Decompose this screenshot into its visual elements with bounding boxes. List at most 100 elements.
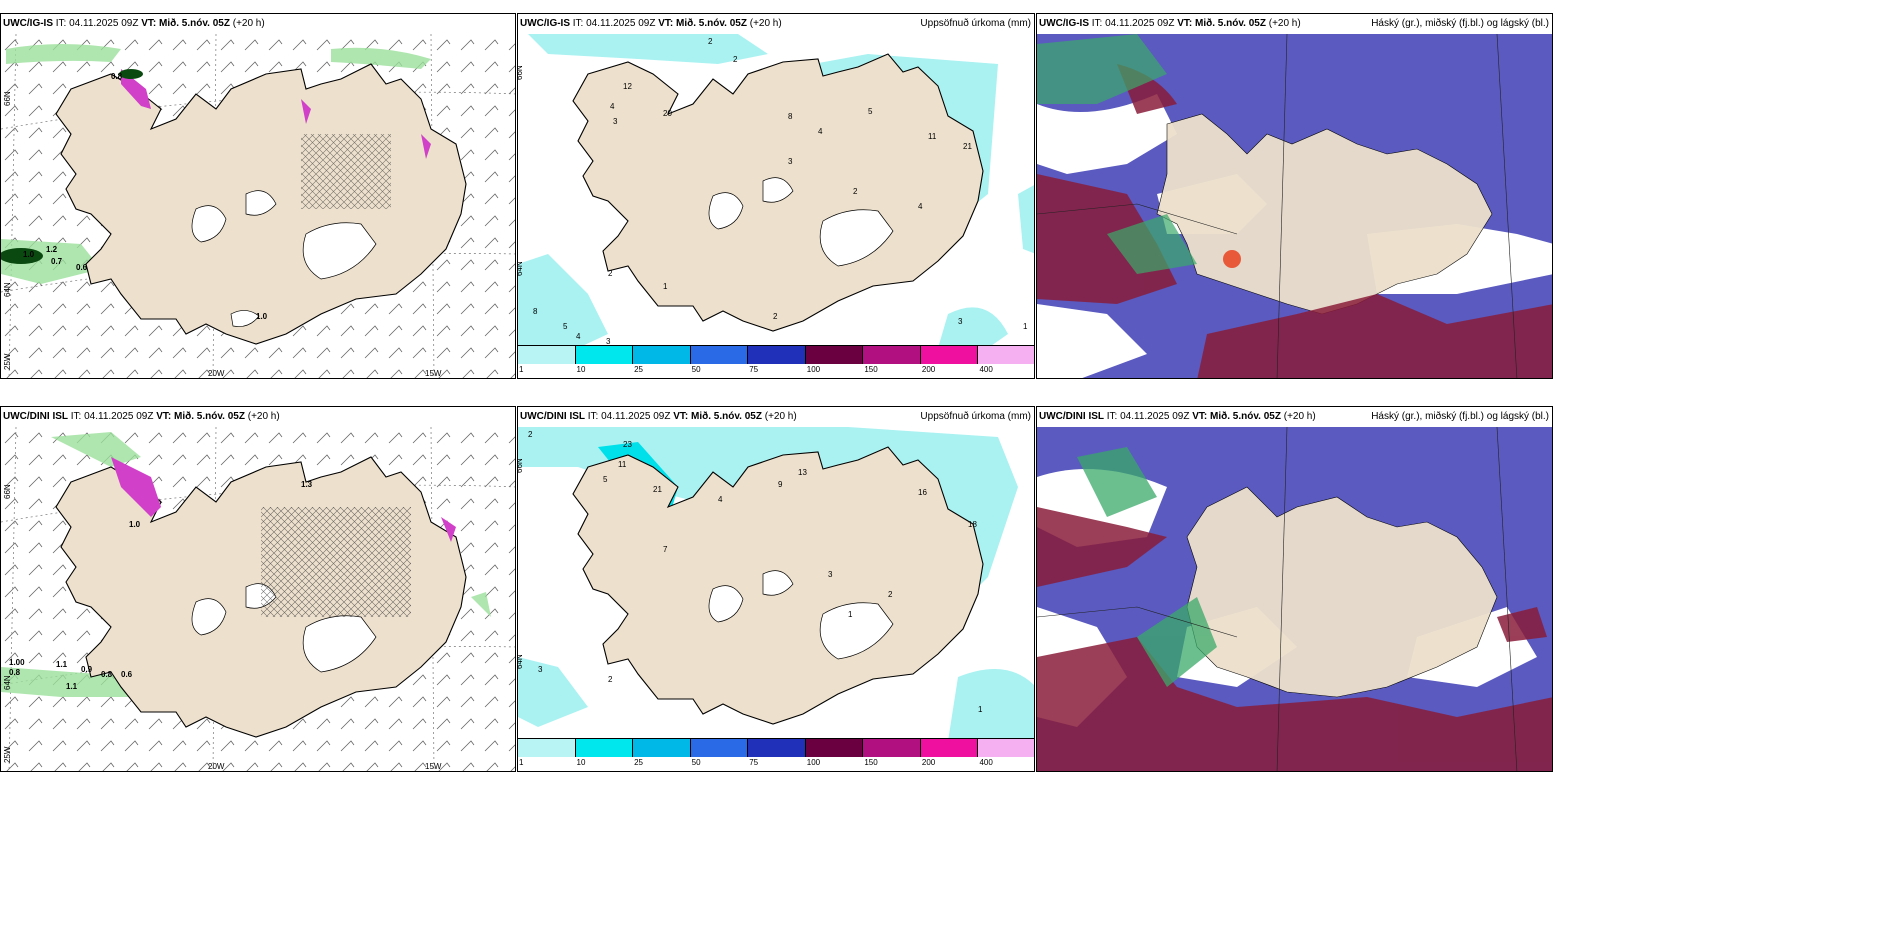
map-value-label: 18: [968, 520, 977, 529]
panel-title: Uppsöfnuð úrkoma (mm): [920, 18, 1031, 29]
map-value-label: 1.0: [256, 312, 268, 321]
map-panel-ig-is-precip: UWC/IG-IS IT: 04.11.2025 09Z VT: Mið. 5.…: [517, 13, 1035, 379]
colorbar-tick-label: 200: [921, 758, 936, 767]
panel-header: UWC/DINI ISL IT: 04.11.2025 09Z VT: Mið.…: [1037, 407, 1552, 427]
map-value-label: 3: [538, 665, 543, 674]
panel-header: UWC/DINI ISL IT: 04.11.2025 09Z VT: Mið.…: [1, 407, 515, 427]
map-value-label: 4: [818, 127, 823, 136]
wind-map: 0.8 1.2 0.7 1.0 0.6 1.0: [1, 34, 515, 378]
map-value-label: 2: [733, 55, 738, 64]
cloud-map: [1037, 34, 1552, 378]
map-value-label: 1: [848, 610, 853, 619]
lon-label-20w: 20W: [208, 369, 225, 378]
map-value-label: 0.8: [9, 668, 21, 677]
map-panel-dini-precip: UWC/DINI ISL IT: 04.11.2025 09Z VT: Mið.…: [517, 406, 1035, 772]
map-value-label: 2: [888, 590, 893, 599]
precip-colorbar-ticks: 1 10 25 50 75 100 150 200 400: [518, 364, 1034, 378]
map-value-label: 9: [778, 480, 783, 489]
lat-label-64n: 64N: [3, 675, 12, 690]
colorbar-cell: [920, 346, 979, 364]
lat-label-66n: 66N: [517, 65, 524, 80]
panel-header: UWC/DINI ISL IT: 04.11.2025 09Z VT: Mið.…: [518, 407, 1034, 427]
map-value-label: 2: [708, 37, 713, 46]
lon-label-15w: 15W: [425, 369, 442, 378]
lat-label-64n: 64N: [517, 261, 524, 276]
map-value-label: 21: [963, 142, 972, 151]
colorbar-tick-label: 150: [864, 365, 878, 374]
colorbar-cell: [575, 739, 634, 757]
colorbar-tick-label: 75: [749, 365, 759, 374]
green-precip-areas: [1, 44, 431, 284]
map-value-label: 11: [618, 460, 627, 469]
map-value-label: 2: [528, 430, 533, 439]
map-value-label: 3: [958, 317, 963, 326]
colorbar-tick-label: 100: [806, 365, 821, 374]
map-panel-ig-is-wind: UWC/IG-IS IT: 04.11.2025 09Z VT: Mið. 5.…: [0, 13, 516, 379]
glaciers: [191, 190, 377, 327]
lon-label-25w: 25W: [3, 353, 12, 370]
map-value-label: 0.8: [111, 72, 123, 81]
map-value-label: 23: [623, 440, 632, 449]
map-value-label: 5: [868, 107, 873, 116]
map-value-label: 1.1: [56, 660, 68, 669]
map-value-label: 4: [718, 495, 723, 504]
precip-colorbar: [518, 738, 1034, 757]
high-cloud-areas: [1037, 34, 1197, 274]
colorbar-tick-label: 10: [576, 758, 586, 767]
colorbar-tick-label: 75: [749, 758, 759, 767]
cloud-map: [1037, 427, 1552, 771]
map-value-label: 0.6: [76, 263, 88, 272]
colorbar-tick-label: 400: [979, 758, 993, 767]
colorbar-tick-label: 100: [806, 758, 821, 767]
panel-title: Háský (gr.), miðský (fj.bl.) og lágský (…: [1371, 411, 1549, 422]
panel-header: UWC/IG-IS IT: 04.11.2025 09Z VT: Mið. 5.…: [1, 14, 515, 34]
map-panel-ig-is-clouds: UWC/IG-IS IT: 04.11.2025 09Z VT: Mið. 5.…: [1036, 13, 1553, 379]
colorbar-tick-label: 150: [864, 758, 878, 767]
colorbar-cell: [633, 346, 691, 364]
colorbar-tick-label: 25: [634, 365, 644, 374]
map-panel-dini-wind: UWC/DINI ISL IT: 04.11.2025 09Z VT: Mið.…: [0, 406, 516, 772]
map-value-label: 1.00: [9, 658, 25, 667]
map-value-label: 4: [610, 102, 615, 111]
map-value-label: 13: [798, 468, 807, 477]
colorbar-tick-label: 50: [691, 758, 701, 767]
map-value-label: 20: [663, 109, 672, 118]
map-value-label: 21: [653, 485, 662, 494]
lat-label-66n: 66N: [3, 91, 12, 106]
colorbar-tick-label: 10: [576, 365, 586, 374]
map-value-label: 1: [978, 705, 983, 714]
map-value-label: 8: [788, 112, 793, 121]
map-value-label: 2: [853, 187, 858, 196]
colorbar-cell: [748, 346, 806, 364]
colorbar-cell: [575, 346, 634, 364]
colorbar-tick-label: 200: [921, 365, 936, 374]
lat-label-64n: 64N: [3, 282, 12, 297]
map-value-label: 1.2: [46, 245, 58, 254]
lon-label-25w: 25W: [3, 746, 12, 763]
colorbar-cell: [518, 346, 576, 364]
precip-colorbar: [518, 345, 1034, 364]
map-value-label: 4: [918, 202, 923, 211]
lon-label-20w: 20W: [208, 762, 225, 771]
colorbar-cell: [863, 739, 921, 757]
wind-map: 1.00 0.8 1.1 0.9 0.8 0.6 1.1 1.3 1.0: [1, 427, 515, 771]
panel-header: UWC/IG-IS IT: 04.11.2025 09Z VT: Mið. 5.…: [1037, 14, 1552, 34]
precip-map: 2 2 12 20 3 4 8 5 4 11 21 3 2 4 2 1 8 5 …: [518, 34, 1034, 348]
map-value-label: 1.3: [301, 480, 313, 489]
map-value-label: 2: [773, 312, 778, 321]
map-value-label: 3: [828, 570, 833, 579]
lon-label-15w: 15W: [425, 762, 442, 771]
precip-map: 2 23 11 21 5 7 9 4 13 16 18 3 2 1 3 2 1: [518, 427, 1034, 741]
colorbar-cell: [805, 346, 864, 364]
colorbar-cell: [518, 739, 576, 757]
map-value-label: 8: [533, 307, 538, 316]
lat-label-64n: 64N: [517, 654, 524, 669]
map-value-label: 16: [918, 488, 927, 497]
map-value-label: 3: [788, 157, 793, 166]
map-value-label: 0.8: [101, 670, 113, 679]
map-value-label: 1.1: [66, 682, 78, 691]
map-value-label: 0.9: [81, 665, 93, 674]
colorbar-cell: [920, 739, 979, 757]
map-value-label: 3: [613, 117, 618, 126]
map-value-label: 12: [623, 82, 632, 91]
